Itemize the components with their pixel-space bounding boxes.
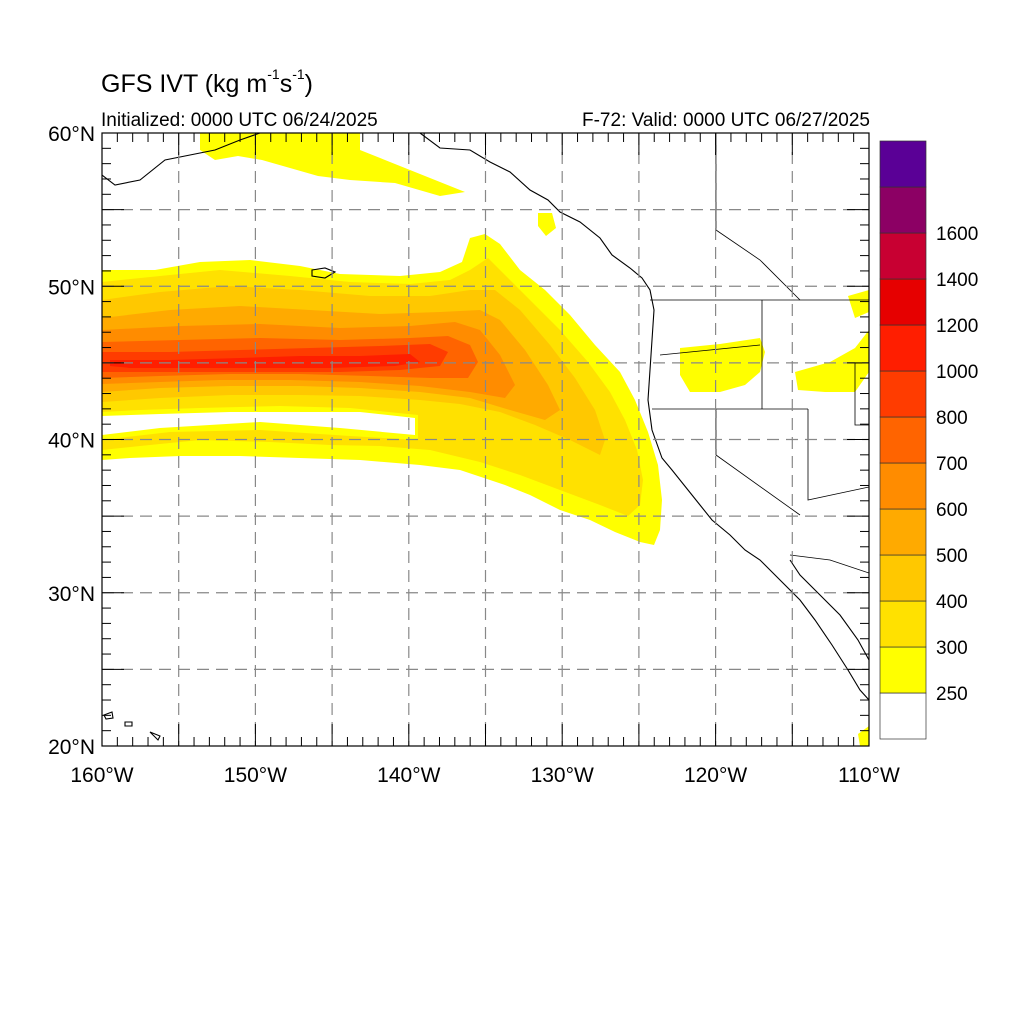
colorbar-label: 800 <box>936 408 968 429</box>
border-nv-ca <box>715 409 801 516</box>
state-borders <box>650 133 869 574</box>
colorbar-box <box>879 232 927 280</box>
colorbar-label: 1200 <box>936 316 978 337</box>
border-wa-or <box>659 344 761 356</box>
colorbar-label: 1400 <box>936 270 978 291</box>
ivt-river-1000 <box>110 354 420 368</box>
map-ticks <box>101 132 870 747</box>
lon-tick-label: 150°W <box>224 764 287 787</box>
axis-labels: 160°W 150°W 140°W 130°W 120°W 110°W 60°N 50°N 40… <box>48 123 900 787</box>
colorbar-label: 1600 <box>936 224 978 245</box>
colorbar-box <box>879 554 927 602</box>
valid-time-label: F-72: Valid: 0000 UTC 06/27/2025 <box>582 110 870 131</box>
ivt-band-north <box>200 133 465 196</box>
colorbar-label: 300 <box>936 638 968 659</box>
coastline-baja-gulf <box>789 559 869 661</box>
colorbar: 250 300 400 500 600 700 800 1000 1200 1400 1600 <box>879 140 978 740</box>
ivt-patch-inland-2 <box>795 330 869 392</box>
colorbar-box <box>879 186 927 234</box>
graticule <box>102 133 869 746</box>
colorbar-box <box>879 278 927 326</box>
colorbar-box <box>879 370 927 418</box>
border-bc-ab <box>715 133 801 301</box>
colorbar-label: 1000 <box>936 362 978 383</box>
colorbar-box <box>879 324 927 372</box>
border-az <box>807 409 869 501</box>
colorbar-box <box>879 692 927 740</box>
colorbar-label: 400 <box>936 592 968 613</box>
island-aleutian-lake <box>311 267 337 279</box>
lon-tick-label: 120°W <box>684 764 747 787</box>
colorbar-label: 250 <box>936 684 968 705</box>
coastline-alaska <box>102 133 261 186</box>
border-us-mexico <box>789 554 869 574</box>
lat-tick-label: 50°N <box>48 276 95 299</box>
colorbar-box <box>879 646 927 694</box>
colorbar-box <box>879 140 927 188</box>
lat-tick-label: 60°N <box>48 123 95 146</box>
coastline-north-america <box>419 133 869 701</box>
lon-tick-label: 130°W <box>531 764 594 787</box>
colorbar-box <box>879 600 927 648</box>
colorbar-box <box>879 462 927 510</box>
init-time-label: Initialized: 0000 UTC 06/24/2025 <box>101 110 378 131</box>
colorbar-box <box>879 416 927 464</box>
coastlines <box>102 133 869 741</box>
lat-tick-label: 30°N <box>48 583 95 606</box>
lon-tick-label: 160°W <box>70 764 133 787</box>
ivt-patch-coast <box>538 213 556 236</box>
lat-tick-label: 20°N <box>48 736 95 759</box>
coastline-hawaii <box>103 711 161 741</box>
colorbar-label: 700 <box>936 454 968 475</box>
ivt-patch-inland-3 <box>848 290 869 318</box>
colorbar-label: 500 <box>936 546 968 567</box>
ivt-patch-inland-1 <box>680 338 765 392</box>
ivt-patch-south <box>858 726 869 746</box>
lat-tick-label: 40°N <box>48 430 95 453</box>
map-title: GFS IVT (kg m-1s-1) <box>101 66 313 98</box>
colorbar-box <box>879 508 927 556</box>
lon-tick-label: 110°W <box>838 764 900 787</box>
lon-tick-label: 140°W <box>377 764 440 787</box>
colorbar-label: 600 <box>936 500 968 521</box>
